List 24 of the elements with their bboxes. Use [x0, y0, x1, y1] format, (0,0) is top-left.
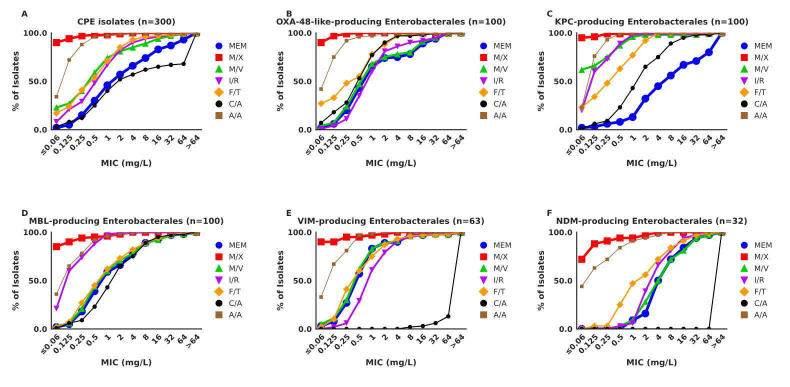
chart-title: VIM-producing Enterobacterales (n=63): [298, 218, 484, 226]
y-axis-title: % of Isolates: [276, 250, 284, 310]
chart-title: OXA-48-like-producing Enterobacterales (n=100): [276, 18, 506, 26]
x-axis-title: MIC (mg/L): [627, 358, 677, 368]
text: E: [286, 210, 292, 216]
y-axis-title: % of Isolates: [12, 250, 19, 310]
x-axis-title: MIC (mg/L): [102, 160, 152, 168]
text: A: [21, 10, 28, 17]
y-axis-title: % of Isolates: [276, 51, 284, 112]
x-axis-title: MIC (mg/L): [627, 160, 677, 168]
y-axis-title: % of Isolates: [538, 51, 544, 112]
x-axis-title: MIC (mg/L): [366, 358, 416, 368]
text: B: [286, 10, 292, 17]
text: C: [547, 10, 552, 17]
chart-title: KPC-producing Enterobacterales (n=100): [556, 18, 748, 26]
y-axis-title: % of Isolates: [12, 51, 19, 112]
chart-title: CPE isolates (n=300): [78, 18, 175, 26]
x-axis-title: MIC (mg/L): [366, 160, 416, 168]
chart-title: NDM-producing Enterobacterales (n=32): [556, 218, 747, 226]
text: D: [22, 210, 28, 216]
chart-title: MBL-producing Enterobacterales (n=100): [30, 218, 224, 226]
y-axis-title: % of Isolates: [538, 250, 544, 310]
text: F: [547, 210, 552, 216]
x-axis-title: MIC (mg/L): [102, 358, 152, 368]
